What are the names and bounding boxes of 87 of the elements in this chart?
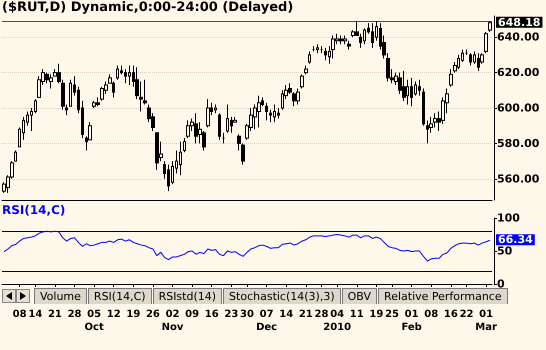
candlestick — [312, 46, 315, 52]
candlestick — [214, 104, 217, 114]
x-tick-label: 19 — [126, 309, 140, 320]
y-tick-label: 640.00 — [497, 30, 540, 44]
candlestick — [469, 52, 472, 66]
series-label: RSI(14,C) — [2, 203, 66, 217]
x-tick-label: 21 — [48, 309, 62, 320]
candlestick — [124, 68, 127, 84]
candlestick — [128, 65, 131, 86]
candlestick — [183, 138, 186, 153]
x-tick-label: 28 — [314, 309, 328, 320]
candlestick — [300, 74, 304, 90]
candlestick — [265, 102, 268, 121]
candlestick — [339, 34, 343, 45]
candlestick — [206, 98, 210, 128]
x-tick-label: 08 — [12, 309, 27, 320]
x-tick-label: 28 — [68, 309, 82, 320]
candlestick — [418, 79, 421, 96]
x-tick-label: 01 Feb — [401, 309, 422, 333]
candlestick — [449, 68, 453, 88]
y-tick-label: 600.00 — [497, 102, 540, 114]
candlestick — [226, 104, 229, 134]
x-tick-label: 25 — [385, 309, 400, 320]
candlestick — [277, 108, 280, 120]
candlestick — [186, 120, 190, 139]
candlestick — [273, 104, 276, 123]
y-tick-label: 580.00 — [497, 136, 540, 150]
x-tick-label: 14 — [279, 309, 294, 320]
candlestick — [179, 141, 182, 176]
x-tick-label: 08 — [424, 309, 438, 320]
x-tick-label: 14 — [28, 309, 42, 320]
candlestick — [116, 65, 119, 80]
x-tick-label: 22 — [460, 309, 474, 320]
y-tick-label: 100 — [497, 212, 520, 224]
x-tick-label: 16 — [204, 309, 219, 320]
candlestick — [371, 22, 374, 48]
candlestick — [218, 112, 221, 140]
text: RSIstd(14) — [152, 288, 222, 304]
candlestick — [194, 112, 198, 144]
candlestick — [296, 88, 300, 105]
candlestick — [316, 44, 319, 54]
text: Volume — [34, 288, 87, 304]
x-tick-label: 07 Dec — [256, 309, 278, 333]
text: 66.34 — [498, 233, 534, 246]
candlestick — [155, 132, 159, 170]
candlestick — [488, 20, 492, 32]
x-tick-label: 23 — [224, 309, 238, 320]
candlestick — [14, 150, 17, 162]
x-tick-label: 30 — [240, 309, 254, 320]
y-tick-label: 560.00 — [497, 172, 540, 186]
x-tick-label: 02 Nov — [162, 309, 184, 333]
candlestick — [426, 120, 429, 144]
candlestick — [320, 46, 323, 54]
x-tick-label: 09 — [185, 309, 200, 320]
text: RSI(14,C) — [88, 288, 152, 304]
chart-title: ($RUT,D) Dynamic,0:00-24:00 (Delayed) — [2, 0, 294, 15]
candlestick — [304, 65, 308, 75]
x-tick-label: 11 — [350, 309, 364, 320]
x-tick-label: 21 — [298, 309, 313, 320]
x-tick-label: 05 Oct — [84, 309, 104, 333]
x-tick-label: 26 — [146, 309, 160, 320]
text: Stochastic(14(3),3) — [223, 288, 341, 304]
text: Relative Performance — [378, 288, 508, 304]
candlestick — [69, 79, 72, 107]
candlestick — [222, 132, 225, 144]
candlestick — [410, 77, 413, 107]
x-tick-label: 19 — [369, 309, 384, 320]
candlestick — [484, 31, 488, 54]
y-tick-label: 50 — [497, 244, 513, 258]
candlestick — [49, 74, 53, 90]
candlestick — [422, 88, 425, 126]
x-tick-label: 12 — [106, 309, 121, 320]
candlestick — [402, 70, 406, 102]
text: OBV — [342, 288, 378, 304]
x-tick-label: 01 Mar — [475, 309, 497, 333]
candlestick — [96, 96, 100, 107]
candlestick — [324, 47, 327, 61]
candlestick — [477, 52, 480, 72]
candlestick — [167, 164, 170, 192]
candlestick — [257, 95, 261, 128]
line-series — [3, 230, 491, 262]
candlestick — [308, 50, 311, 64]
x-tick-label: 16 — [444, 309, 458, 320]
candlestick — [92, 100, 96, 108]
y-tick-label: 0 — [497, 278, 505, 290]
y-tick-label: 620.00 — [497, 66, 540, 80]
text: 648.18 — [498, 16, 540, 29]
